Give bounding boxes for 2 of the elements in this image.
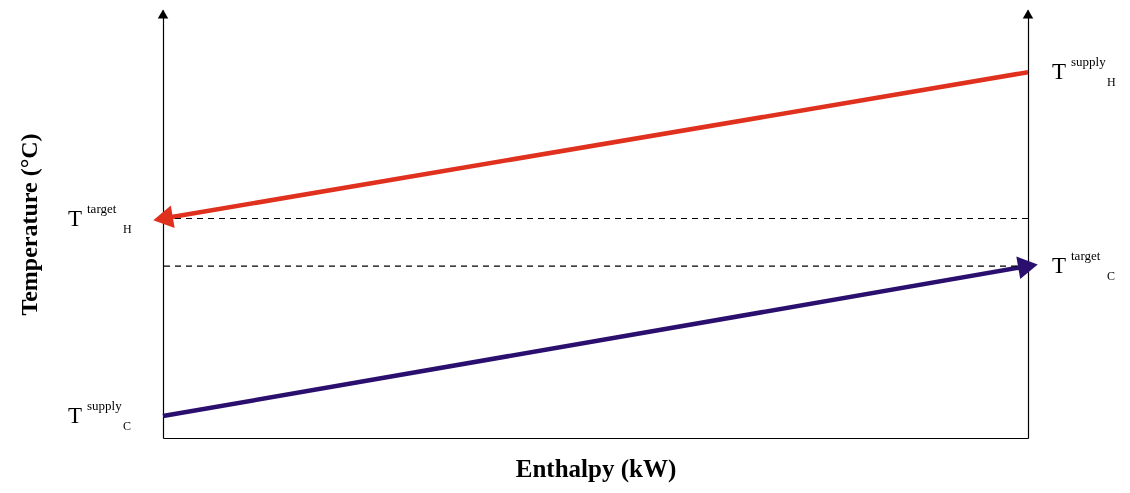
x-axis-title: Enthalpy (kW) [515, 454, 677, 483]
y-axis-title: Temperature (°C) [15, 133, 42, 316]
